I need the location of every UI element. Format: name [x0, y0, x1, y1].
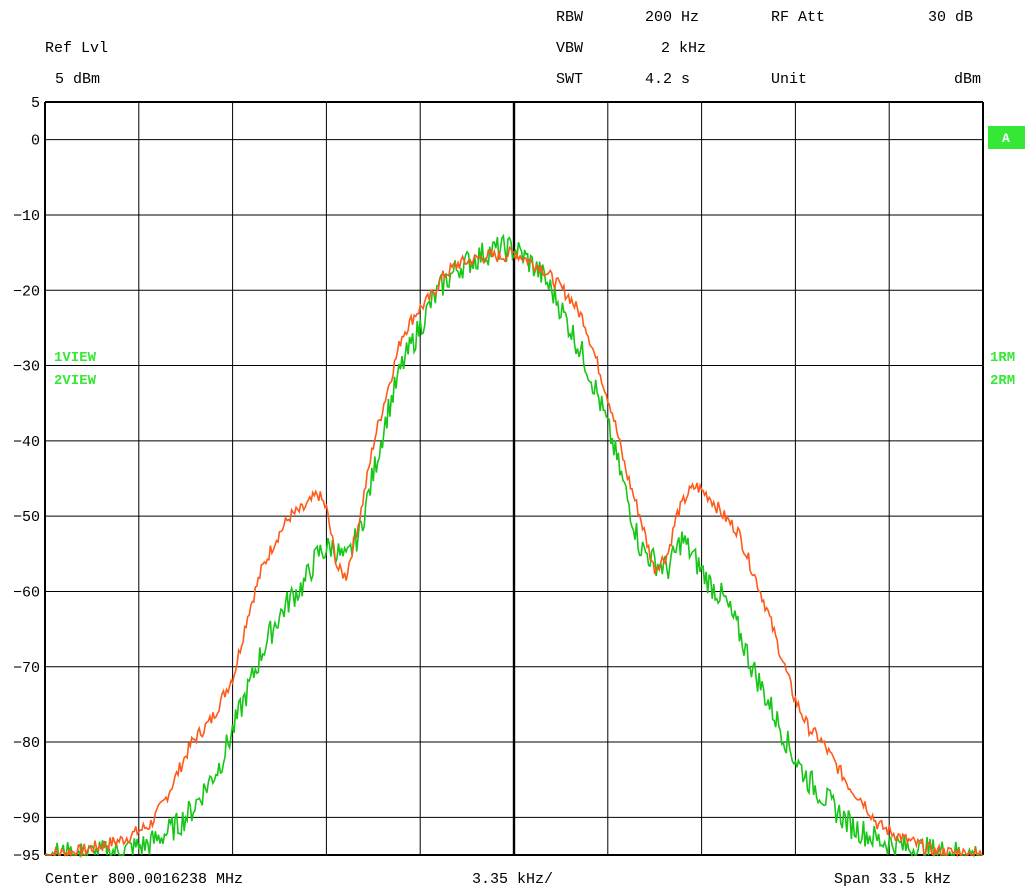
y-tick-label: −80 [13, 735, 40, 752]
y-tick-label: −50 [13, 509, 40, 526]
y-tick-label: 5 [31, 95, 40, 112]
per-division: 3.35 kHz/ [472, 871, 553, 888]
rfatt-label: RF Att [771, 9, 825, 26]
y-tick-label: −70 [13, 660, 40, 677]
vbw-label: VBW [556, 40, 583, 57]
ref-lvl-value: 5 dBm [55, 71, 100, 88]
center-frequency: Center 800.0016238 MHz [45, 871, 243, 888]
unit-label: Unit [771, 71, 807, 88]
view1-label: 1VIEW [54, 350, 97, 366]
span: Span 33.5 kHz [834, 871, 951, 888]
view2-label: 2VIEW [54, 373, 97, 389]
trace-a-badge [988, 126, 1025, 149]
y-tick-labels: 5 0 −10 −20 −30 −40 −50 −60 −70 −80 −90 −95 [13, 95, 40, 865]
trace-a-label: A [1002, 131, 1010, 146]
rm1-label: 1RM [990, 350, 1015, 366]
grid [44, 101, 984, 856]
y-tick-label: −10 [13, 208, 40, 225]
rfatt-value: 30 dB [928, 9, 973, 26]
y-tick-label: −20 [13, 283, 40, 300]
rbw-label: RBW [556, 9, 583, 26]
ref-lvl-label: Ref Lvl [45, 40, 108, 57]
unit-value: dBm [954, 71, 981, 88]
y-tick-label: −90 [13, 810, 40, 827]
y-tick-label: −40 [13, 434, 40, 451]
trace-1view [44, 245, 983, 859]
vbw-value: 2 kHz [661, 40, 706, 57]
rm2-label: 2RM [990, 373, 1015, 389]
rbw-value: 200 Hz [645, 9, 699, 26]
y-tick-label: −95 [13, 848, 40, 865]
swt-label: SWT [556, 71, 583, 88]
y-tick-label: −60 [13, 584, 40, 601]
y-tick-label: −30 [13, 359, 40, 376]
y-tick-label: 0 [31, 133, 40, 150]
swt-value: 4.2 s [645, 71, 690, 88]
